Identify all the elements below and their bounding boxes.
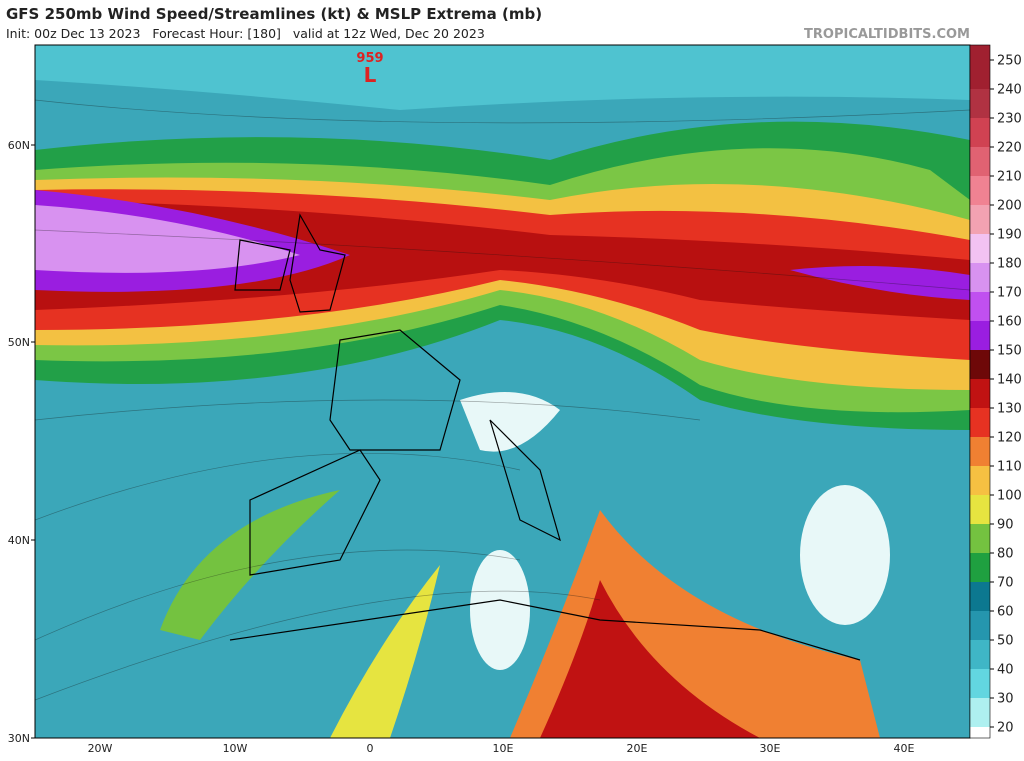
colorbar-label: 180 xyxy=(997,257,1022,272)
colorbar-label: 100 xyxy=(997,489,1022,504)
colorbar-band xyxy=(970,669,990,698)
colorbar-label: 210 xyxy=(997,170,1022,185)
colorbar-under xyxy=(970,727,990,738)
colorbar-label: 190 xyxy=(997,228,1022,243)
lon-label: 20E xyxy=(627,742,648,755)
colorbar-band xyxy=(970,176,990,205)
colorbar-label: 230 xyxy=(997,112,1022,127)
colorbar-label: 40 xyxy=(997,663,1014,678)
lat-label: 60N xyxy=(8,139,30,152)
lon-label: 10W xyxy=(223,742,248,755)
lat-label: 40N xyxy=(8,534,30,547)
map xyxy=(35,45,970,738)
lon-label: 0 xyxy=(367,742,374,755)
colorbar-label: 50 xyxy=(997,634,1014,649)
colorbar-band xyxy=(970,89,990,118)
colorbar-band xyxy=(970,524,990,553)
lat-label: 30N xyxy=(8,732,30,745)
colorbar-label: 130 xyxy=(997,402,1022,417)
colorbar-band xyxy=(970,495,990,524)
colorbar-band xyxy=(970,582,990,611)
colorbar-label: 30 xyxy=(997,692,1014,707)
colorbar-label: 250 xyxy=(997,54,1022,69)
colorbar-band xyxy=(970,205,990,234)
lon-label: 40E xyxy=(894,742,915,755)
colorbar-label: 140 xyxy=(997,373,1022,388)
colorbar-band xyxy=(970,234,990,263)
colorbar-band xyxy=(970,292,990,321)
colorbar-label: 200 xyxy=(997,199,1022,214)
colorbar-label: 90 xyxy=(997,518,1014,533)
colorbar-band xyxy=(970,611,990,640)
colorbar-label: 170 xyxy=(997,286,1022,301)
colorbar-band xyxy=(970,466,990,495)
colorbar-band xyxy=(970,321,990,350)
colorbar-band xyxy=(970,118,990,147)
lon-label: 30E xyxy=(760,742,781,755)
lat-label: 50N xyxy=(8,336,30,349)
title: GFS 250mb Wind Speed/Streamlines (kt) & … xyxy=(6,5,542,23)
colorbar-label: 240 xyxy=(997,83,1022,98)
colorbar-band xyxy=(970,698,990,727)
colorbar-label: 160 xyxy=(997,315,1022,330)
colorbar-band xyxy=(970,379,990,408)
colorbar-band xyxy=(970,350,990,379)
colorbar-frame xyxy=(969,44,991,739)
colorbar-band xyxy=(970,640,990,669)
colorbar-label: 120 xyxy=(997,431,1022,446)
colorbar-band xyxy=(970,60,990,89)
colorbar-band xyxy=(970,408,990,437)
colorbar-label: 110 xyxy=(997,460,1022,475)
colorbar-band xyxy=(970,263,990,292)
colorbar-label: 150 xyxy=(997,344,1022,359)
colorbar-label: 70 xyxy=(997,576,1014,591)
brand: TROPICALTIDBITS.COM xyxy=(804,27,970,42)
colorbar-band xyxy=(970,553,990,582)
subtitle: Init: 00z Dec 13 2023 Forecast Hour: [18… xyxy=(6,26,485,41)
extremum-symbol: L xyxy=(364,63,377,87)
lon-label: 20W xyxy=(88,742,113,755)
colorbar: 20 30 40 50 60 70 80 90 100 110 120 130 140 150 160 170… xyxy=(969,44,1022,739)
colorbar-band xyxy=(970,437,990,466)
colorbar-label: 60 xyxy=(997,605,1014,620)
colorbar-label: 80 xyxy=(997,547,1014,562)
colorbar-label: 20 xyxy=(997,721,1014,736)
extremum-value: 959 xyxy=(356,51,383,66)
colorbar-band xyxy=(970,147,990,176)
lon-label: 10E xyxy=(493,742,514,755)
colorbar-over xyxy=(970,45,990,60)
axes: 60N 50N 40N 30N 20W 10W 0 10E 20E 30E 40E xyxy=(8,139,915,755)
colorbar-label: 220 xyxy=(997,141,1022,156)
